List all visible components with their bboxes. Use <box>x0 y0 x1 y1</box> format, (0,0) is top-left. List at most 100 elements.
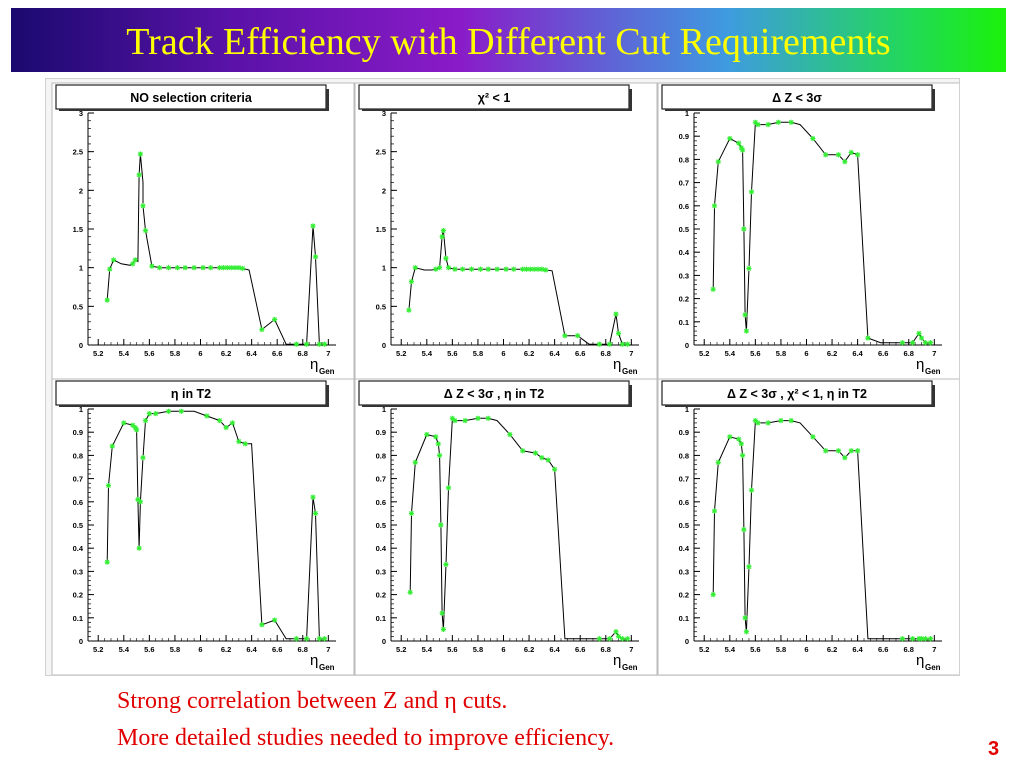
data-point <box>727 135 733 142</box>
data-point <box>842 159 848 165</box>
data-point <box>755 122 761 128</box>
x-tick-label: 6.8 <box>904 349 914 358</box>
x-tick-label: 5.8 <box>776 645 786 654</box>
data-point <box>436 452 443 458</box>
data-point-stroke <box>620 341 625 347</box>
data-point <box>408 278 415 285</box>
data-point-stroke <box>191 265 197 271</box>
plot-grid: NO selection criteria 0 0.5 1 1.5 2 2.5 3 5.2 5.4… <box>45 78 960 676</box>
x-axis-label: η <box>613 356 621 373</box>
data-point-stroke <box>200 265 206 271</box>
data-point <box>532 450 539 456</box>
y-tick-label: 0 <box>79 341 83 350</box>
page-number: 3 <box>988 738 1000 760</box>
data-point-stroke <box>204 413 210 419</box>
data-point <box>624 636 631 642</box>
data-point-stroke <box>923 636 928 642</box>
data-point <box>217 418 223 424</box>
y-tick-label: 0 <box>382 637 386 646</box>
data-point <box>810 135 816 142</box>
y-tick-label: 1 <box>685 405 689 414</box>
data-point-stroke <box>143 418 148 423</box>
x-tick-label: 6.4 <box>549 349 560 358</box>
x-tick-label: 6 <box>501 349 505 358</box>
data-point-stroke <box>140 203 146 209</box>
data-point-stroke <box>765 122 771 127</box>
data-point <box>439 610 445 616</box>
x-tick-label: 5.4 <box>725 349 736 358</box>
data-point <box>259 326 265 333</box>
data-point <box>136 545 142 551</box>
data-point-stroke <box>625 636 630 642</box>
data-point-stroke <box>304 636 309 642</box>
data-point-stroke <box>208 265 214 271</box>
data-point <box>855 152 861 158</box>
y-tick-label: 2 <box>382 186 386 195</box>
data-point-stroke <box>130 261 136 267</box>
data-point-stroke <box>446 265 451 271</box>
data-point-stroke <box>310 494 316 500</box>
y-tick-label: 0.4 <box>73 544 84 553</box>
data-point-stroke <box>407 589 413 595</box>
y-tick-label: 0.6 <box>376 498 386 507</box>
x-tick-label: 7 <box>932 349 936 358</box>
data-point-stroke <box>478 266 483 272</box>
y-tick-label: 0.5 <box>73 302 83 311</box>
chart-title-box <box>358 380 630 406</box>
data-point-stroke <box>710 592 716 597</box>
data-point-stroke <box>294 636 299 642</box>
data-point <box>107 266 113 272</box>
y-tick-label: 0.2 <box>679 591 689 600</box>
data-point-stroke <box>744 328 749 334</box>
data-point-stroke <box>485 415 491 421</box>
data-point-stroke <box>313 511 318 516</box>
data-point <box>710 286 716 292</box>
data-point-stroke <box>294 341 299 347</box>
chart-title-shadow <box>932 89 935 111</box>
data-point-stroke <box>236 265 242 271</box>
data-point-stroke <box>106 483 111 488</box>
data-point-stroke <box>424 432 430 437</box>
x-tick-label: 6.4 <box>549 645 560 654</box>
data-point-stroke <box>406 307 412 313</box>
y-tick-label: 3 <box>382 109 386 118</box>
data-point <box>848 448 854 454</box>
panel-frame <box>354 378 658 675</box>
y-tick-label: 2.5 <box>376 148 386 157</box>
chart-title-shadow <box>59 109 329 111</box>
data-point <box>778 418 784 424</box>
data-point <box>545 457 551 463</box>
data-point-stroke <box>533 450 538 456</box>
x-axis-label: η <box>310 356 318 373</box>
data-point-stroke <box>178 408 184 414</box>
data-point <box>748 487 755 493</box>
data-point-stroke <box>121 420 127 426</box>
data-point-stroke <box>736 140 742 146</box>
data-point <box>848 149 854 156</box>
data-point <box>736 436 742 442</box>
data-point-stroke <box>910 636 915 642</box>
chart-title-box <box>358 84 630 110</box>
data-point-stroke <box>742 312 748 318</box>
data-point-stroke <box>539 455 545 461</box>
y-tick-label: 0.8 <box>376 451 386 460</box>
data-point <box>742 312 748 318</box>
data-point <box>412 459 418 465</box>
chart-panel-5: Δ Z < 3σ , η in T2 0 0.1 0.2 0.3 0.4 0.5 0.6 0.7… <box>354 378 658 675</box>
data-point-stroke <box>111 257 116 263</box>
y-tick-label: 0.5 <box>376 302 386 311</box>
data-point-stroke <box>607 341 612 347</box>
data-point-stroke <box>842 159 848 165</box>
x-tick-label: 6.6 <box>272 349 282 358</box>
panel-frame <box>657 378 959 675</box>
y-tick-label: 0 <box>685 341 689 350</box>
data-point <box>316 341 322 347</box>
x-tick-label: 6 <box>501 645 505 654</box>
data-point <box>823 152 829 158</box>
data-point-stroke <box>313 254 318 260</box>
data-point <box>842 455 848 461</box>
data-point <box>899 636 905 642</box>
data-point <box>552 466 558 472</box>
note-line-1: Strong correlation between Z and η cuts. <box>117 688 508 714</box>
data-point-stroke <box>923 340 928 346</box>
